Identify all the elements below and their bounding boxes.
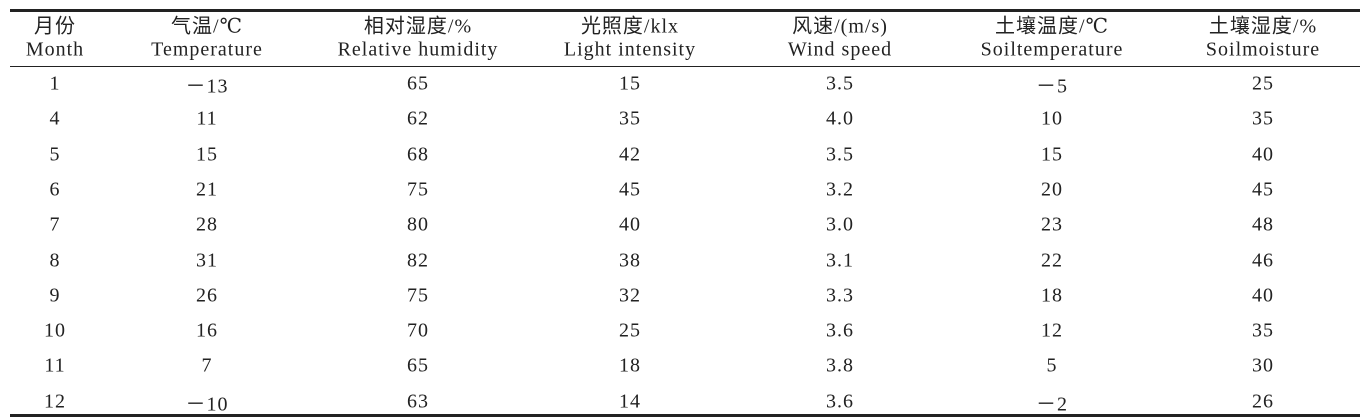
- table-cell: 3.1: [826, 249, 854, 271]
- table-cell: 3.8: [826, 354, 854, 377]
- table-cell: 22: [1041, 249, 1063, 271]
- table-cell: 7: [201, 354, 213, 377]
- header-en: Light intensity: [563, 38, 697, 61]
- header-en: Wind speed: [787, 38, 893, 61]
- table-cell: 21: [196, 178, 218, 201]
- table-cell: 80: [407, 213, 429, 236]
- table-cell: 12: [44, 390, 66, 413]
- table-cell: 15: [619, 72, 641, 95]
- table-cell: 8: [49, 249, 61, 271]
- header-zh: 光照度/klx: [580, 15, 680, 38]
- table-cell: 25: [1252, 72, 1274, 95]
- table-cell: 3.6: [826, 390, 854, 413]
- table-cell: 3.5: [826, 143, 854, 166]
- table-cell: 1: [49, 72, 61, 95]
- table-cell: 25: [619, 319, 641, 342]
- table-cell: 35: [1252, 319, 1274, 342]
- table-cell: 31: [196, 249, 218, 271]
- table-cell: 35: [1252, 107, 1274, 130]
- table-cell: 28: [196, 213, 218, 236]
- table-cell: 45: [1252, 178, 1274, 201]
- table-cell: －2: [1036, 393, 1068, 416]
- table-cell: 32: [619, 284, 641, 307]
- header-rule: [10, 66, 1360, 67]
- table-cell: 40: [619, 213, 641, 236]
- table-cell: 12: [1041, 319, 1063, 342]
- table-cell: 6: [49, 178, 61, 201]
- header-zh: 气温/℃: [171, 15, 243, 38]
- table-cell: 14: [619, 390, 641, 413]
- table-cell: 40: [1252, 143, 1274, 166]
- table-cell: 35: [619, 107, 641, 130]
- table-cell: －10: [185, 393, 229, 416]
- header-zh: 月份: [34, 15, 76, 38]
- table-cell: 62: [407, 107, 429, 130]
- table-cell: 38: [619, 249, 641, 271]
- table-cell: 15: [196, 143, 218, 166]
- header-zh: 风速/(m/s): [792, 15, 888, 38]
- table-cell: 63: [407, 390, 429, 413]
- table-cell: 3.3: [826, 284, 854, 307]
- table-cell: 65: [407, 72, 429, 95]
- table-cell: 15: [1041, 143, 1063, 166]
- table-cell: 18: [619, 354, 641, 377]
- table-cell: 9: [49, 284, 61, 307]
- table-cell: －5: [1036, 75, 1068, 98]
- table-cell: 18: [1041, 284, 1063, 307]
- table-cell: 23: [1041, 213, 1063, 236]
- table-cell: 26: [196, 284, 218, 307]
- table-cell: 10: [1041, 107, 1063, 130]
- table-cell: 75: [407, 284, 429, 307]
- header-en: Temperature: [151, 38, 263, 61]
- table-cell: 3.2: [826, 178, 854, 201]
- header-en: Relative humidity: [337, 38, 499, 61]
- header-en: Month: [25, 38, 85, 61]
- header-zh: 土壤湿度/%: [1208, 15, 1318, 38]
- table-cell: 46: [1252, 249, 1274, 271]
- bottom-rule: [10, 414, 1360, 417]
- table-cell: 7: [49, 213, 61, 236]
- table-cell: 40: [1252, 284, 1274, 307]
- table-cell: 48: [1252, 213, 1274, 236]
- table-cell: 4.0: [826, 107, 854, 130]
- table-cell: 11: [44, 354, 66, 377]
- header-en: Soiltemperature: [980, 38, 1124, 61]
- table-cell: 20: [1041, 178, 1063, 201]
- table-cell: 11: [196, 107, 218, 130]
- table-cell: －13: [185, 75, 229, 98]
- header-zh: 土壤温度/℃: [995, 15, 1109, 38]
- table-cell: 3.6: [826, 319, 854, 342]
- table-cell: 65: [407, 354, 429, 377]
- table-cell: 10: [44, 319, 66, 342]
- table-cell: 42: [619, 143, 641, 166]
- header-zh: 相对湿度/%: [363, 15, 473, 38]
- table-cell: 45: [619, 178, 641, 201]
- table-cell: 82: [407, 249, 429, 271]
- table-cell: 3.5: [826, 72, 854, 95]
- table-cell: 3.0: [826, 213, 854, 236]
- table-cell: 16: [196, 319, 218, 342]
- table-cell: 30: [1252, 354, 1274, 377]
- table-cell: 4: [49, 107, 61, 130]
- table-cell: 5: [49, 143, 61, 166]
- table-cell: 26: [1252, 390, 1274, 413]
- top-rule: [10, 9, 1360, 12]
- header-en: Soilmoisture: [1205, 38, 1321, 61]
- table-cell: 75: [407, 178, 429, 201]
- table-cell: 70: [407, 319, 429, 342]
- table-cell: 5: [1046, 354, 1058, 377]
- table-cell: 68: [407, 143, 429, 166]
